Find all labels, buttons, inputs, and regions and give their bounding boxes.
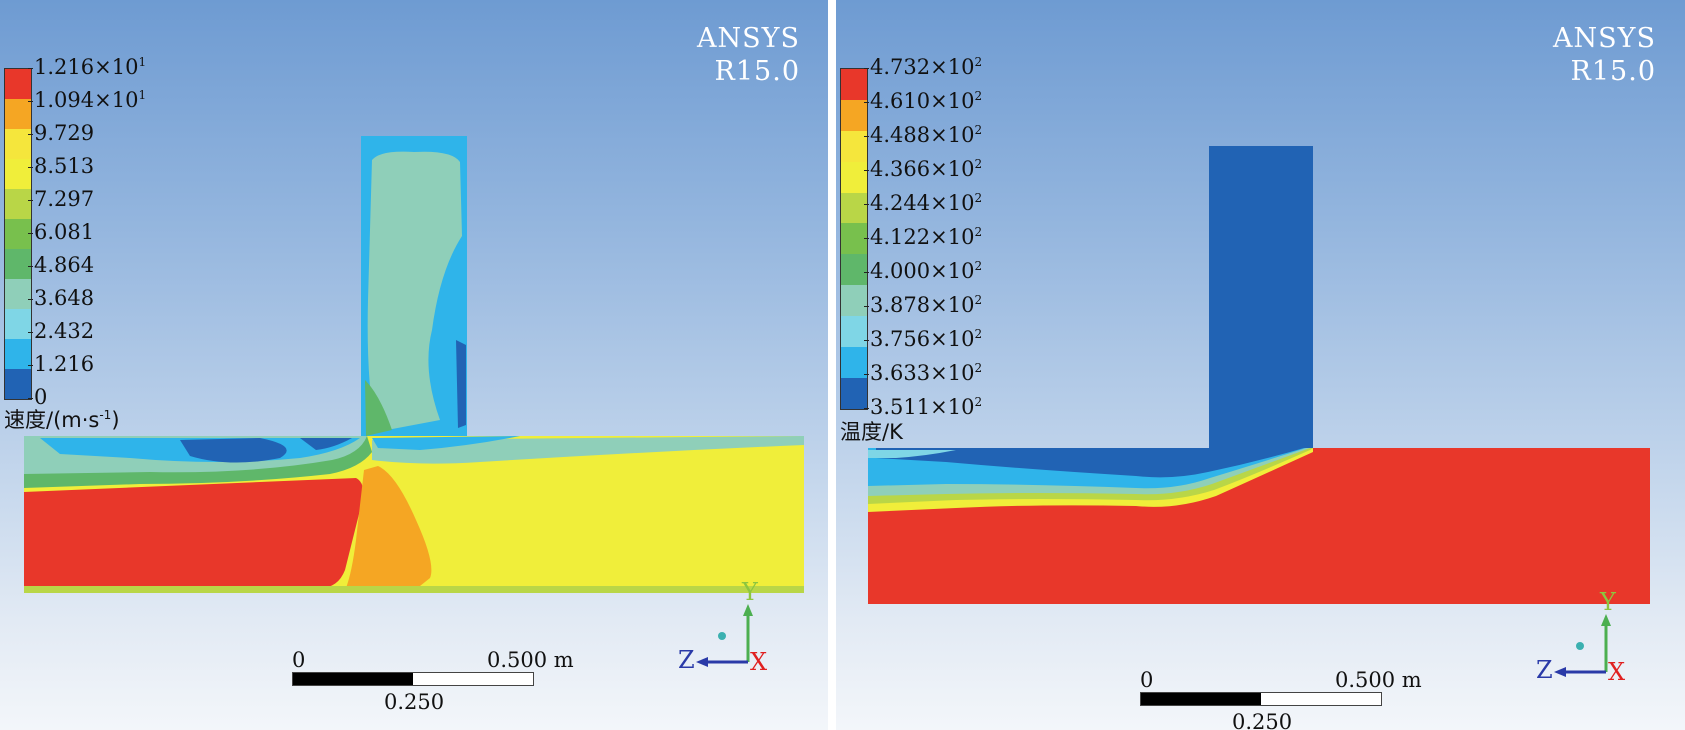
- legend-tick-label: 7.297: [27, 187, 95, 211]
- x-axis-label: X: [1608, 658, 1626, 686]
- y-axis-label: Y: [742, 578, 758, 606]
- legend-swatch: [5, 69, 31, 99]
- legend-tick-label: 4.122×102: [863, 224, 983, 249]
- velocity-contour-panel: ANSYS R15.0 1.216×101 1.094×101 9.729 8.513…: [0, 0, 828, 730]
- legend-tick-label: 3.878×102: [863, 292, 983, 317]
- x-axis-label: X: [750, 648, 768, 676]
- scale-zero-label: 0: [292, 648, 306, 672]
- temperature-field: [868, 146, 1650, 604]
- brand-name: ANSYS: [697, 23, 800, 54]
- main-pipe: [868, 448, 1650, 604]
- legend-tick-label: 3.648: [27, 286, 95, 310]
- legend-swatch: [841, 285, 867, 317]
- legend-swatch: [841, 377, 867, 409]
- z-axis-label: Z: [1536, 656, 1553, 684]
- legend-tick-label: 3.511×102: [863, 394, 983, 419]
- legend-tick-label: 6.081: [27, 220, 95, 244]
- legend-tick-label: 9.729: [27, 121, 95, 145]
- legend-swatch: [841, 130, 867, 162]
- scale-mid-label: 0.250: [1232, 710, 1293, 730]
- legend-swatch: [5, 99, 31, 129]
- scale-bar: [292, 672, 534, 686]
- legend-tick-label: 4.000×102: [863, 258, 983, 283]
- legend-swatch: [5, 159, 31, 189]
- y-axis-label: Y: [1600, 588, 1616, 616]
- legend-tick-label: 4.366×102: [863, 156, 983, 181]
- legend-swatch: [5, 189, 31, 219]
- legend-swatch: [841, 99, 867, 131]
- main-pipe: [24, 436, 804, 593]
- legend-swatch: [841, 347, 867, 378]
- scale-max-label: 0.500 m: [487, 648, 574, 672]
- vertical-branch: [1209, 146, 1313, 448]
- velocity-field: [24, 136, 804, 593]
- legend-tick-label: 4.864: [27, 253, 95, 277]
- vertical-branch: [361, 136, 467, 436]
- legend-tick-label: 4.244×102: [863, 190, 983, 215]
- legend-swatch: [841, 192, 867, 224]
- brand-release: R15.0: [1570, 56, 1656, 87]
- axis-triad: Y Z X: [1530, 588, 1640, 686]
- legend-tick-label: 4.488×102: [863, 122, 983, 147]
- legend-tick-label: 4.610×102: [863, 88, 983, 113]
- legend-swatch: [841, 316, 867, 348]
- ansys-version-label: ANSYS R15.0: [640, 22, 800, 88]
- legend-tick-label: 8.513: [27, 154, 95, 178]
- legend-swatch: [5, 279, 31, 309]
- velocity-legend-title: 速度/(m·s-1): [4, 408, 120, 432]
- legend-swatch: [5, 309, 31, 339]
- legend-tick-label: 1.094×101: [27, 88, 147, 112]
- legend-tick-label: 3.756×102: [863, 326, 983, 351]
- scale-max-label: 0.500 m: [1335, 668, 1422, 692]
- scale-mid-label: 0.250: [384, 690, 445, 714]
- scale-bar: [1140, 692, 1382, 706]
- z-axis-label: Z: [678, 646, 695, 674]
- legend-swatch: [5, 339, 31, 369]
- legend-swatch: [841, 254, 867, 286]
- axis-triad: Y Z X: [672, 578, 782, 676]
- legend-tick-label: 1.216: [27, 352, 95, 376]
- temperature-colorbar: [840, 68, 868, 410]
- legend-swatch: [841, 161, 867, 193]
- temperature-legend-title: 温度/K: [840, 420, 903, 444]
- legend-tick-label: 1.216×101: [27, 55, 147, 79]
- brand-name: ANSYS: [1553, 23, 1656, 54]
- ansys-version-label: ANSYS R15.0: [1496, 22, 1656, 88]
- brand-release: R15.0: [714, 56, 800, 87]
- legend-tick-label: 0: [27, 385, 48, 409]
- legend-swatch: [5, 249, 31, 279]
- legend-swatch: [5, 369, 31, 399]
- legend-swatch: [841, 69, 867, 100]
- velocity-colorbar: [4, 68, 32, 400]
- scale-zero-label: 0: [1140, 668, 1154, 692]
- legend-tick-label: 3.633×102: [863, 360, 983, 385]
- legend-swatch: [5, 219, 31, 249]
- legend-tick-label: 2.432: [27, 319, 95, 343]
- legend-swatch: [841, 223, 867, 255]
- legend-tick-label: 4.732×102: [863, 55, 983, 79]
- legend-swatch: [5, 129, 31, 159]
- temperature-contour-panel: ANSYS R15.0 4.732×102 4.610×102 4.488×102 4…: [836, 0, 1685, 730]
